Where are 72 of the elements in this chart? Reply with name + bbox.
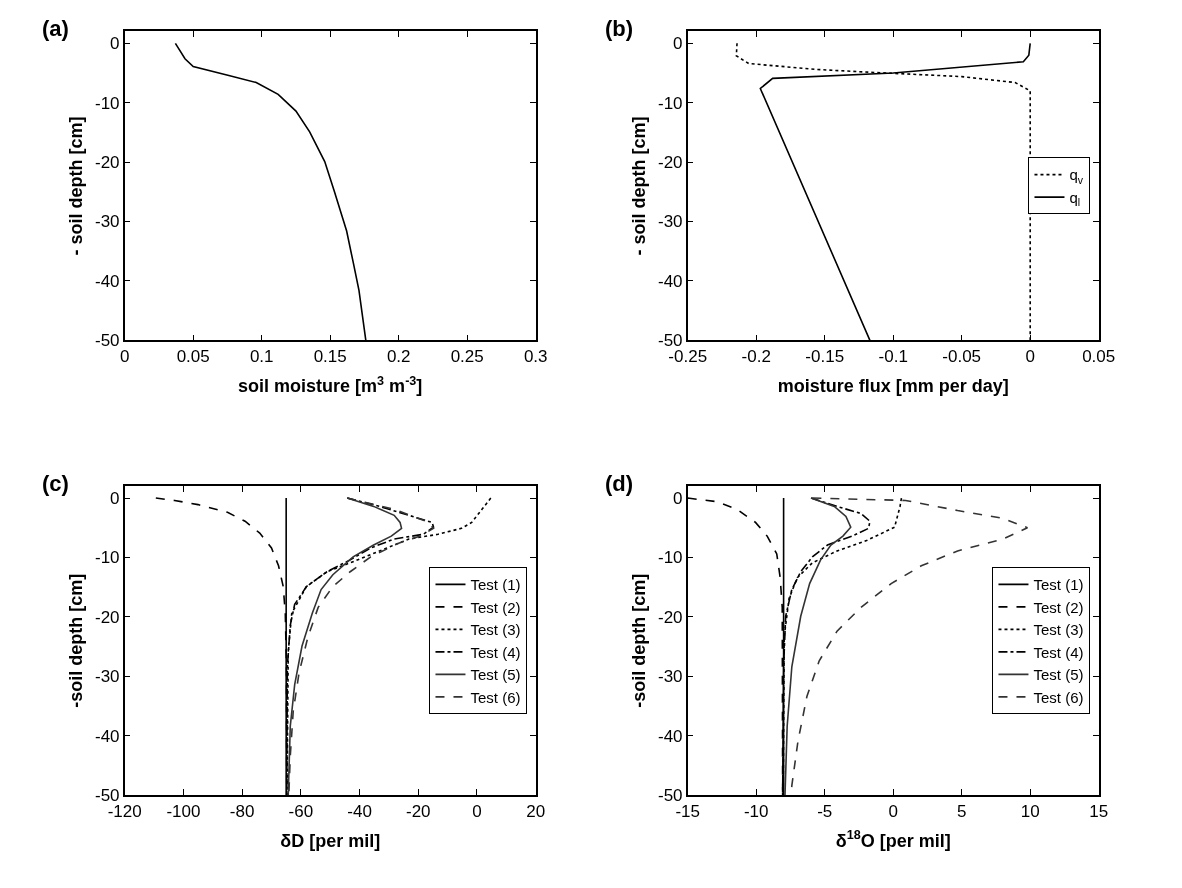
x-tick-label: 0.1 bbox=[249, 347, 274, 367]
x-tick-label: 0.15 bbox=[313, 347, 347, 367]
y-tick-label: -10 bbox=[94, 93, 120, 113]
x-tick-label: 0.3 bbox=[523, 347, 548, 367]
y-tick-label: -30 bbox=[657, 667, 683, 687]
legend-label: Test (1) bbox=[1033, 576, 1084, 594]
y-tick-label: -10 bbox=[94, 548, 120, 568]
y-tick-label: -30 bbox=[94, 212, 120, 232]
y-tick-label: 0 bbox=[673, 489, 683, 509]
y-tick-label: -20 bbox=[657, 153, 683, 173]
x-axis-title: δ$^{18}$O [per mil] bbox=[835, 828, 951, 851]
legend-label: Test (3) bbox=[470, 621, 521, 639]
y-tick-label: -40 bbox=[94, 726, 120, 746]
x-axis-title: δD [per mil] bbox=[280, 830, 381, 851]
legend-label: q$_{v}$ bbox=[1069, 166, 1084, 186]
y-axis-title: - soil depth [cm] bbox=[628, 116, 649, 256]
y-tick-label: 0 bbox=[110, 489, 120, 509]
x-tick-label: 20 bbox=[526, 802, 546, 822]
x-tick-label: 0 bbox=[1025, 347, 1035, 367]
legend-label: q$_{l}$ bbox=[1069, 188, 1081, 209]
x-tick-label: -5 bbox=[817, 802, 833, 822]
y-tick-label: -10 bbox=[657, 548, 683, 568]
y-tick-label: -50 bbox=[94, 331, 120, 351]
y-tick-label: 0 bbox=[673, 34, 683, 54]
chart-title: (d) bbox=[605, 471, 634, 496]
x-tick-label: 0.25 bbox=[450, 347, 484, 367]
chart-title: (a) bbox=[42, 16, 69, 41]
x-tick-label: 10 bbox=[1020, 802, 1040, 822]
legend-label: Test (2) bbox=[1033, 598, 1084, 616]
chart-title: (b) bbox=[605, 16, 634, 41]
x-tick-label: 5 bbox=[956, 802, 967, 822]
y-tick-label: -20 bbox=[94, 153, 120, 173]
legend-label: Test (6) bbox=[1033, 688, 1084, 706]
y-tick-label: -40 bbox=[657, 271, 683, 291]
x-tick-label: -60 bbox=[288, 802, 314, 822]
x-axis-title: soil moisture [m$^{3}$ m$^{-3}$] bbox=[238, 373, 423, 397]
y-axis-title: -soil depth [cm] bbox=[65, 573, 86, 708]
legend-label: Test (6) bbox=[470, 688, 521, 706]
x-tick-label: -40 bbox=[347, 802, 372, 822]
y-tick-label: -40 bbox=[657, 726, 683, 746]
legend-label: Test (4) bbox=[470, 643, 521, 661]
legend-label: Test (2) bbox=[470, 598, 521, 616]
legend-label: Test (5) bbox=[470, 666, 521, 684]
x-tick-label: 0.05 bbox=[176, 347, 210, 367]
x-tick-label: -10 bbox=[743, 802, 769, 822]
legend-label: Test (5) bbox=[1033, 666, 1084, 684]
y-axis-title: -soil depth [cm] bbox=[628, 573, 649, 708]
y-tick-label: -30 bbox=[657, 212, 683, 232]
y-tick-label: -30 bbox=[94, 667, 120, 687]
x-tick-label: -0.1 bbox=[878, 347, 908, 367]
x-tick-label: 0.05 bbox=[1082, 347, 1116, 367]
x-tick-label: -0.15 bbox=[805, 347, 845, 367]
x-tick-label: -80 bbox=[229, 802, 255, 822]
x-axis-title: moisture flux [mm per day] bbox=[777, 376, 1009, 397]
chart-title: (c) bbox=[42, 471, 69, 496]
legend-label: Test (3) bbox=[1033, 621, 1084, 639]
y-tick-label: 0 bbox=[110, 34, 120, 54]
x-tick-label: -20 bbox=[405, 802, 431, 822]
x-tick-label: -0.05 bbox=[942, 347, 982, 367]
x-tick-label: 15 bbox=[1089, 802, 1109, 822]
x-tick-label: 0 bbox=[472, 802, 482, 822]
y-tick-label: -20 bbox=[94, 607, 120, 627]
y-axis-title: - soil depth [cm] bbox=[65, 116, 86, 256]
x-tick-label: -0.2 bbox=[741, 347, 771, 367]
legend-label: Test (4) bbox=[1033, 643, 1084, 661]
y-tick-label: -20 bbox=[657, 607, 683, 627]
x-tick-label: -100 bbox=[166, 802, 201, 822]
legend-label: Test (1) bbox=[470, 576, 521, 594]
y-tick-label: -40 bbox=[94, 271, 120, 291]
x-tick-label: 0 bbox=[888, 802, 898, 822]
x-tick-label: 0.2 bbox=[386, 347, 411, 367]
y-tick-label: -10 bbox=[657, 93, 683, 113]
